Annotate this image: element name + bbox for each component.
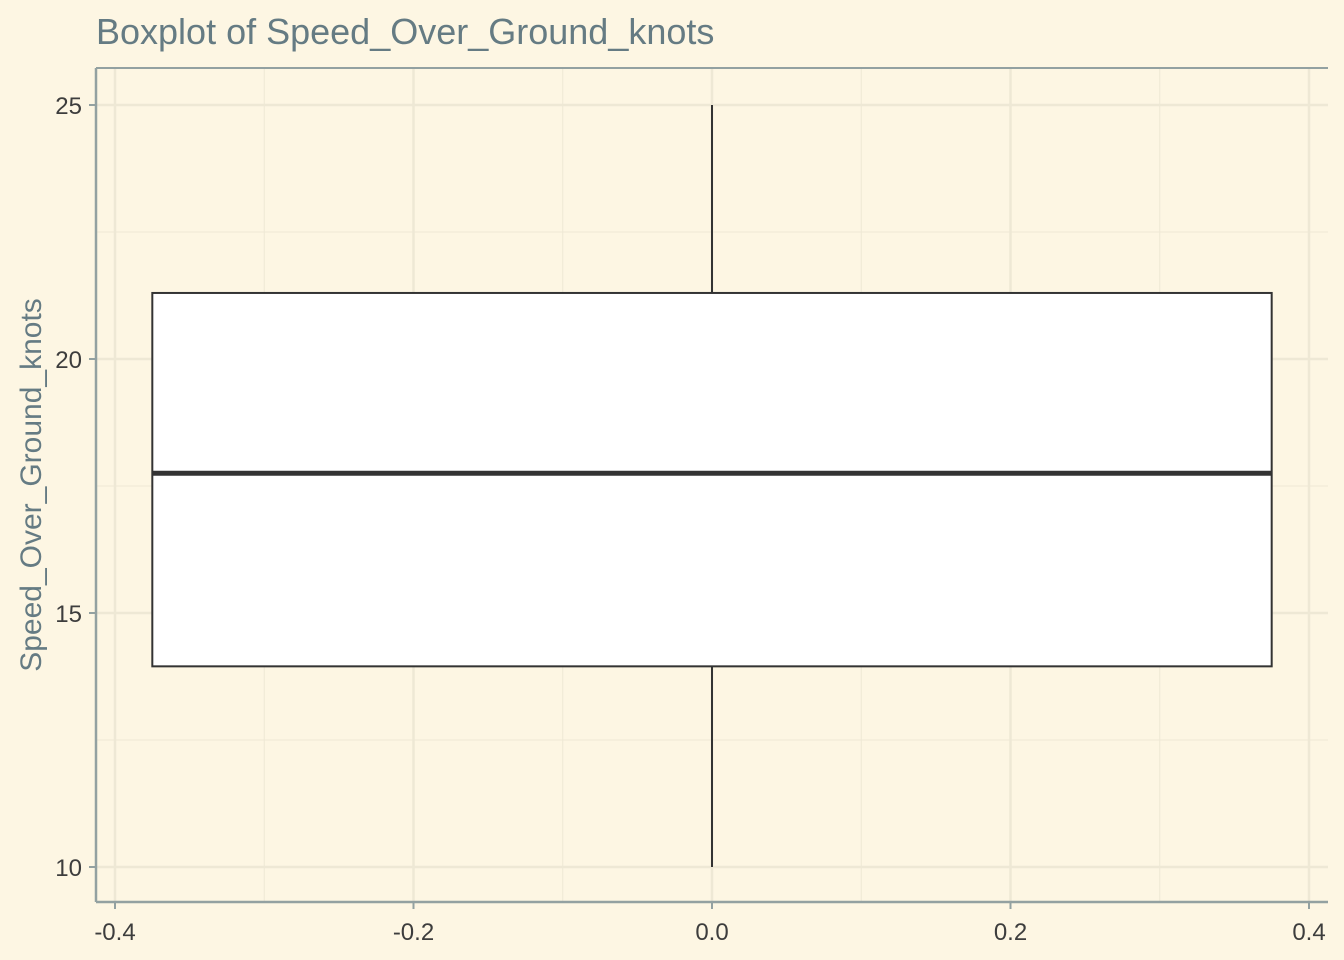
y-tick-label: 20 <box>55 347 82 374</box>
x-tick-label: 0.2 <box>994 919 1027 946</box>
y-axis-label: Speed_Over_Ground_knots <box>15 298 48 672</box>
x-tick-label: -0.4 <box>94 919 135 946</box>
x-tick-label: 0.4 <box>1292 919 1325 946</box>
y-tick-label: 25 <box>55 93 82 120</box>
iqr-box <box>151 291 1273 668</box>
axes <box>89 67 1328 909</box>
tick-labels: -0.4 -0.2 0.0 0.2 0.4 10 15 20 25 <box>55 93 1325 946</box>
y-tick-label: 15 <box>55 601 82 628</box>
x-tick-label: 0.0 <box>695 919 728 946</box>
y-tick-label: 10 <box>55 855 82 882</box>
box-group <box>151 105 1273 867</box>
x-tick-label: -0.2 <box>393 919 434 946</box>
chart-title: Boxplot of Speed_Over_Ground_knots <box>96 11 714 52</box>
